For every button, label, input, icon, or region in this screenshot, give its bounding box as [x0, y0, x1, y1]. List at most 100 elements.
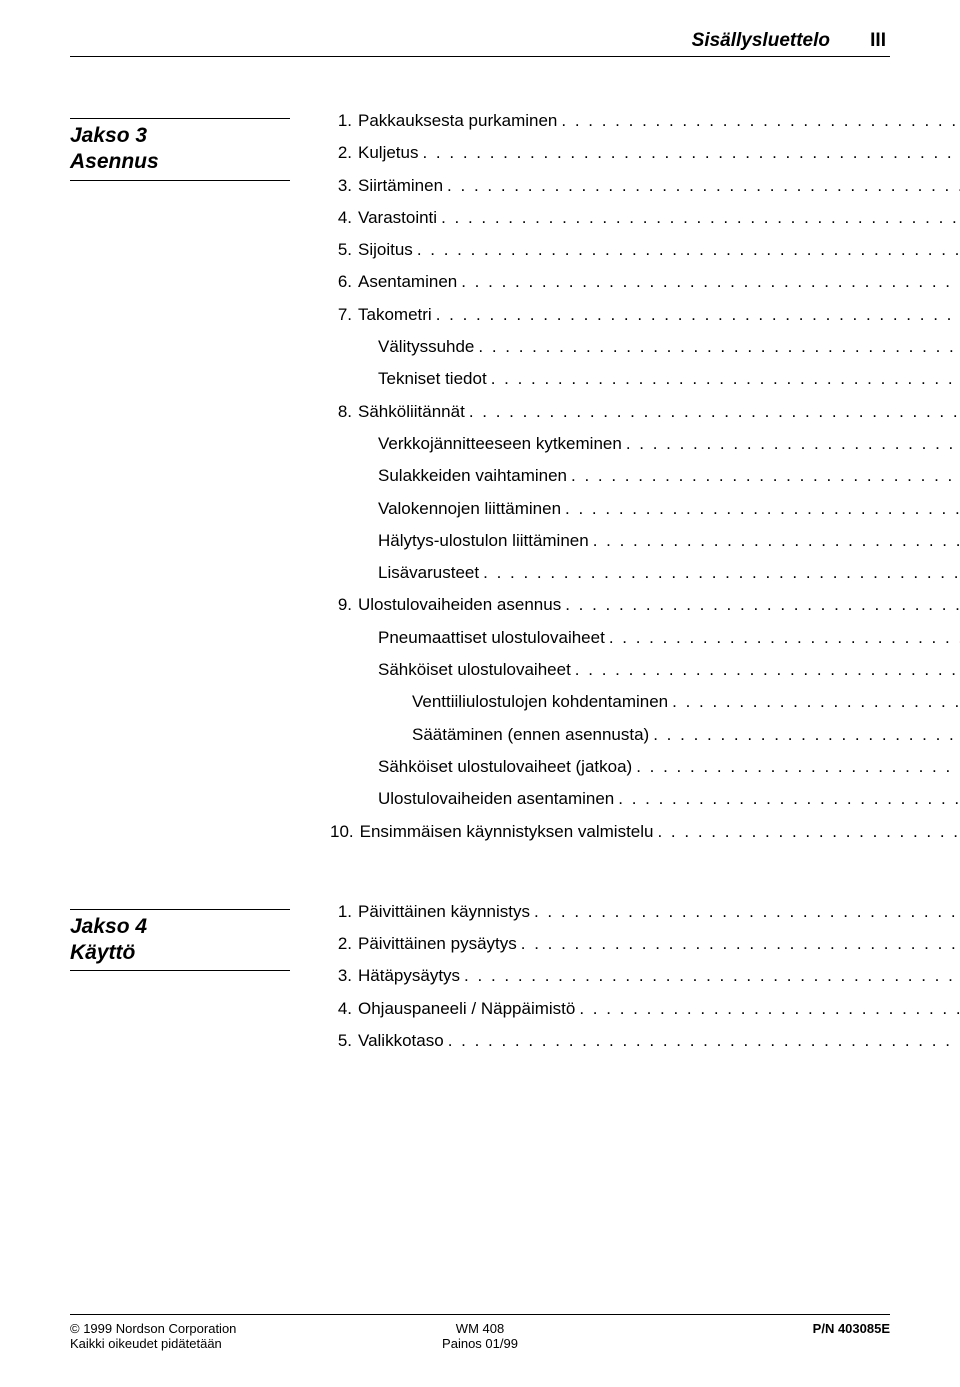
- toc-entry: Hälytys-ulostulon liittäminen 3-7: [330, 532, 960, 549]
- toc-leader-dots: [464, 967, 960, 984]
- section-title: Jakso 4Käyttö: [70, 912, 290, 969]
- toc-leader-dots: [657, 823, 960, 840]
- toc-entry-number: 3.: [330, 177, 358, 194]
- toc-content: Jakso 3Asennus1.Pakkauksesta purkaminen …: [70, 112, 890, 1064]
- toc-entry: Tekniset tiedot 3-3: [330, 370, 960, 387]
- toc-leader-dots: [521, 935, 960, 952]
- toc-entry-number: 1.: [330, 112, 358, 129]
- toc-entry: 3.Hätäpysäytys 4-2: [330, 967, 960, 984]
- toc-entry-title: Takometri: [358, 306, 436, 323]
- section-row: Jakso 4Käyttö1.Päivittäinen käynnistys 4…: [70, 903, 890, 1064]
- toc-entry-title: Pneumaattiset ulostulovaiheet: [378, 629, 609, 646]
- toc-leader-dots: [441, 209, 960, 226]
- toc-entry: 4.Ohjauspaneeli / Näppäimistö 4-3: [330, 1000, 960, 1017]
- footer: © 1999 Nordson Corporation Kaikki oikeud…: [70, 1314, 890, 1351]
- header-title: Sisällysluettelo: [692, 30, 830, 52]
- toc-entry-title: Pakkauksesta purkaminen: [358, 112, 561, 129]
- toc-leader-dots: [653, 726, 960, 743]
- toc-entry-number: 2.: [330, 935, 358, 952]
- toc-entry-title: Hätäpysäytys: [358, 967, 464, 984]
- section-label: Jakso 3Asennus: [70, 112, 290, 183]
- toc-entry-number: 1.: [330, 903, 358, 920]
- section-rule: [70, 118, 290, 119]
- toc-entry: Venttiiliulostulojen kohdentaminen 3-9: [330, 693, 960, 710]
- toc-entry-number: 9.: [330, 596, 358, 613]
- toc-entry-title: Hälytys-ulostulon liittäminen: [378, 532, 593, 549]
- toc-entry: 1.Pakkauksesta purkaminen 3-1: [330, 112, 960, 129]
- toc-leader-dots: [417, 241, 960, 258]
- section-rule: [70, 909, 290, 910]
- toc-entry-title: Kuljetus: [358, 144, 422, 161]
- toc-leader-dots: [636, 758, 960, 775]
- toc-entry: 2.Päivittäinen pysäytys 4-2: [330, 935, 960, 952]
- toc-entry-title: Sähköliitännät: [358, 403, 469, 420]
- toc-entry-number: 5.: [330, 1032, 358, 1049]
- toc-entry-title: Lisävarusteet: [378, 564, 483, 581]
- footer-center-line1: WM 408: [310, 1321, 650, 1336]
- toc-entry-title: Sulakkeiden vaihtaminen: [378, 467, 571, 484]
- footer-right: P/N 403085E: [650, 1321, 890, 1336]
- toc-entry-title: Säätäminen (ennen asennusta): [412, 726, 653, 743]
- toc-leader-dots: [422, 144, 960, 161]
- toc-entry-number: 10.: [330, 823, 360, 840]
- toc-leader-dots: [593, 532, 960, 549]
- toc-leader-dots: [609, 629, 960, 646]
- toc-entry: 10.Ensimmäisen käynnistyksen valmistelu …: [330, 823, 960, 840]
- toc-entry-title: Siirtäminen: [358, 177, 447, 194]
- toc-entry-title: Ensimmäisen käynnistyksen valmistelu: [360, 823, 658, 840]
- toc-leader-dots: [565, 596, 960, 613]
- toc-entry: Sähköiset ulostulovaiheet 3-9: [330, 661, 960, 678]
- toc-entry: Välityssuhde 3-3: [330, 338, 960, 355]
- footer-copyright-line2: Kaikki oikeudet pidätetään: [70, 1336, 310, 1351]
- toc-entry: 5.Valikkotaso 4-8: [330, 1032, 960, 1049]
- toc-entry: 4.Varastointi 3-1: [330, 209, 960, 226]
- toc-leader-dots: [469, 403, 960, 420]
- toc-entry: Verkkojännitteeseen kytkeminen 3-4: [330, 435, 960, 452]
- header-page-number: III: [870, 30, 886, 52]
- toc-entry-title: Päivittäinen pysäytys: [358, 935, 521, 952]
- header-rule: [70, 56, 890, 57]
- toc-leader-dots: [618, 790, 960, 807]
- section-label: Jakso 4Käyttö: [70, 903, 290, 974]
- section-title-line: Käyttö: [70, 940, 290, 966]
- toc-entry: Sulakkeiden vaihtaminen 3-4: [330, 467, 960, 484]
- toc-leader-dots: [478, 338, 960, 355]
- toc-entry-number: 7.: [330, 306, 358, 323]
- toc-leader-dots: [561, 112, 960, 129]
- toc-entry-title: Verkkojännitteeseen kytkeminen: [378, 435, 626, 452]
- toc-entry: Pneumaattiset ulostulovaiheet 3-9: [330, 629, 960, 646]
- toc-list: 1.Pakkauksesta purkaminen 3-1 2.Kuljetus …: [330, 112, 960, 855]
- toc-leader-dots: [534, 903, 960, 920]
- toc-entry-title: Sähköiset ulostulovaiheet (jatkoa): [378, 758, 636, 775]
- toc-entry-title: Sähköiset ulostulovaiheet: [378, 661, 575, 678]
- toc-entry-title: Valokennojen liittäminen: [378, 500, 565, 517]
- section-title-line: Jakso 4: [70, 914, 290, 940]
- toc-entry: 6.Asentaminen 3-2: [330, 273, 960, 290]
- toc-entry-title: Venttiiliulostulojen kohdentaminen: [412, 693, 672, 710]
- footer-left: © 1999 Nordson Corporation Kaikki oikeud…: [70, 1321, 310, 1351]
- toc-entry-title: Ulostulovaiheiden asentaminen: [378, 790, 618, 807]
- toc-entry: 7.Takometri 3-3: [330, 306, 960, 323]
- toc-entry: Valokennojen liittäminen 3-5: [330, 500, 960, 517]
- toc-leader-dots: [436, 306, 960, 323]
- toc-entry-title: Sijoitus: [358, 241, 417, 258]
- toc-entry-title: Ulostulovaiheiden asennus: [358, 596, 565, 613]
- toc-entry: 5.Sijoitus 3-1: [330, 241, 960, 258]
- toc-entry: Ulostulovaiheiden asentaminen 3-10: [330, 790, 960, 807]
- toc-entry-number: 5.: [330, 241, 358, 258]
- toc-list: 1.Päivittäinen käynnistys 4-22.Päivittäi…: [330, 903, 960, 1064]
- section-rule: [70, 180, 290, 181]
- toc-leader-dots: [461, 273, 960, 290]
- toc-entry: 2.Kuljetus 3-1: [330, 144, 960, 161]
- toc-leader-dots: [448, 1032, 960, 1049]
- section-title-line: Asennus: [70, 149, 290, 175]
- toc-entry-title: Varastointi: [358, 209, 441, 226]
- toc-entry-title: Päivittäinen käynnistys: [358, 903, 534, 920]
- toc-entry: 8.Sähköliitännät 3-4: [330, 403, 960, 420]
- toc-entry-title: Ohjauspaneeli / Näppäimistö: [358, 1000, 579, 1017]
- section-row: Jakso 3Asennus1.Pakkauksesta purkaminen …: [70, 112, 890, 855]
- section-title: Jakso 3Asennus: [70, 121, 290, 178]
- toc-entry-number: 2.: [330, 144, 358, 161]
- toc-leader-dots: [571, 467, 960, 484]
- page: Sisällysluettelo III Jakso 3Asennus1.Pak…: [0, 0, 960, 1387]
